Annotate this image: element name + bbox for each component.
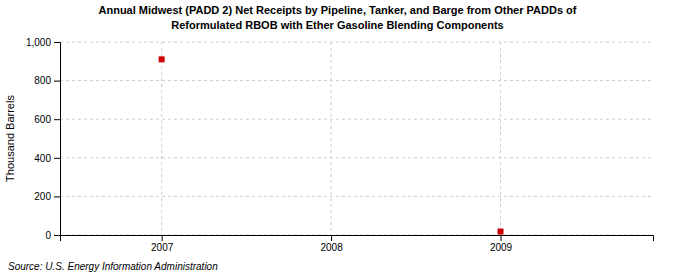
tick: 600 (34, 114, 60, 125)
tick-mark (54, 81, 60, 82)
tick: 2007 (151, 235, 174, 253)
tick-label: 2009 (490, 242, 513, 253)
tick-mark (501, 235, 502, 241)
tick: 2009 (490, 235, 513, 253)
tick-label: 0 (45, 230, 51, 241)
subtitle: Reformulated RBOB with Ether Gasoline Bl… (171, 19, 503, 31)
tick-label: 2008 (320, 242, 343, 253)
tick-label: 2007 (151, 242, 174, 253)
tick: 2008 (320, 235, 343, 253)
tick-label: 400 (34, 153, 51, 164)
tick-mark (54, 119, 60, 120)
grid-line (500, 42, 501, 235)
tick-label: 800 (34, 75, 51, 86)
tick: 400 (34, 153, 60, 164)
point (159, 56, 165, 62)
tick-mark (331, 235, 332, 241)
grid (60, 42, 653, 235)
grid-line (60, 119, 653, 120)
tick-mark (162, 235, 163, 241)
tick-label: 600 (34, 114, 51, 125)
grid-line (60, 42, 653, 43)
y-axis: 0 200 400 600 800 1,000 (26, 37, 61, 241)
x-axis: 2007 2008 2009 (61, 235, 654, 253)
plot: 2007 2008 2009 0 200 400 600 800 1,000 (26, 37, 654, 253)
tick-label: 1,000 (26, 37, 51, 48)
axis-line (61, 236, 654, 242)
tick: 0 (45, 230, 60, 241)
tick-mark (54, 196, 60, 197)
tick: 1,000 (26, 37, 60, 48)
title: Annual Midwest (PADD 2) Net Receipts by … (99, 4, 577, 16)
grid-line (60, 80, 653, 81)
grid-line (331, 42, 332, 235)
points (159, 56, 504, 234)
y-axis-label: Thousand Barrels (4, 95, 16, 182)
point (498, 229, 504, 235)
tick-mark (54, 158, 60, 159)
grid-line (60, 196, 653, 197)
tick-label: 200 (34, 191, 51, 202)
tick: 800 (34, 75, 60, 86)
tick: 200 (34, 191, 60, 202)
axis-line (54, 43, 61, 236)
source: Source: U.S. Energy Information Administ… (8, 261, 218, 272)
tick-mark (54, 42, 60, 43)
tick-mark (54, 235, 60, 236)
grid-line (60, 157, 653, 158)
chart: Annual Midwest (PADD 2) Net Receipts by … (0, 0, 675, 275)
grid-line (161, 42, 162, 235)
